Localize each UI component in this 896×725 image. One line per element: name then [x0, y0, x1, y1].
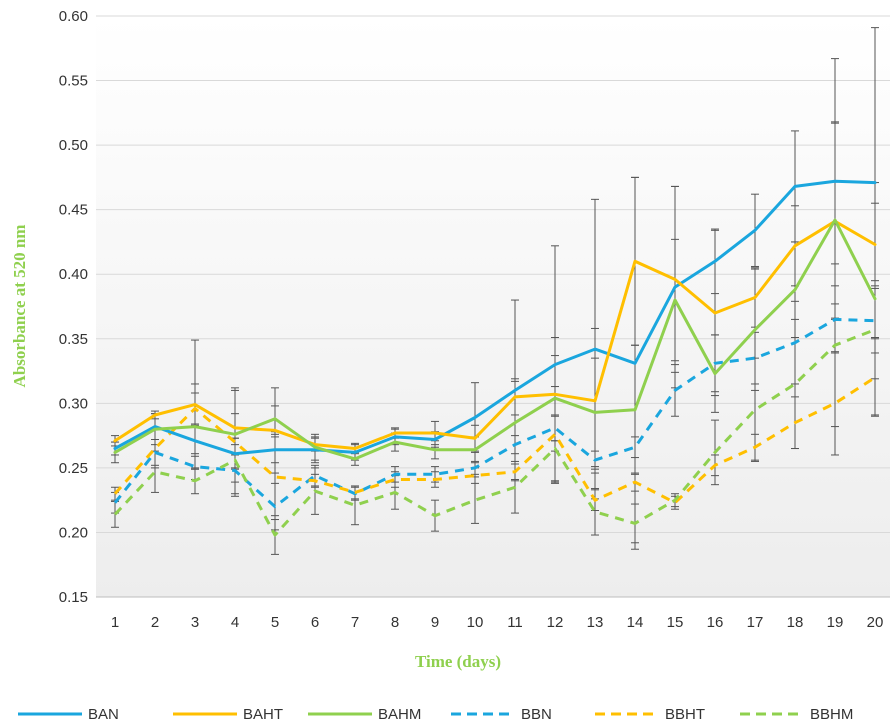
series-line-bbhm — [113, 328, 876, 537]
x-tick-label: 20 — [867, 614, 884, 631]
legend: BAN BAHT BAHM BBN BBHT BBHM — [18, 706, 853, 723]
x-tick-label: 18 — [787, 614, 804, 631]
series-line-bahm — [113, 218, 877, 461]
legend-label-bbhm: BBHM — [810, 706, 853, 723]
y-tick-label: 0.15 — [59, 589, 88, 606]
y-tick-label: 0.50 — [59, 137, 88, 154]
series-line-bbn — [113, 317, 876, 509]
x-tick-label: 16 — [707, 614, 724, 631]
x-tick-label: 7 — [351, 614, 359, 631]
series-line-bbht — [113, 376, 876, 505]
y-tick-label: 0.60 — [59, 8, 88, 25]
x-tick-label: 12 — [547, 614, 564, 631]
x-tick-label: 14 — [627, 614, 644, 631]
y-tick-label: 0.35 — [59, 331, 88, 348]
series-line-ban — [113, 179, 877, 456]
y-axis-title: Absorbance at 520 nm — [10, 225, 29, 388]
legend-label-bbht: BBHT — [665, 706, 705, 723]
series-lines — [113, 179, 877, 537]
x-tick-label: 2 — [151, 614, 159, 631]
legend-label-bbn: BBN — [521, 706, 552, 723]
legend-label-ban: BAN — [88, 706, 119, 723]
x-tick-label: 11 — [507, 614, 523, 631]
y-axis-ticks: 0.15 0.20 0.25 0.30 0.35 0.40 0.45 0.50 0.55 0.60 — [59, 8, 88, 606]
x-axis-ticks: 1 2 3 4 5 6 7 8 9 10 11 12 13 14 15 16 17 18 19 20 — [111, 614, 884, 631]
series-line-baht — [113, 219, 877, 450]
x-tick-label: 13 — [587, 614, 604, 631]
x-tick-label: 17 — [747, 614, 764, 631]
x-tick-label: 15 — [667, 614, 684, 631]
legend-label-baht: BAHT — [243, 706, 283, 723]
y-tick-label: 0.20 — [59, 524, 88, 541]
y-tick-label: 0.25 — [59, 460, 88, 477]
x-tick-label: 6 — [311, 614, 319, 631]
y-tick-label: 0.30 — [59, 395, 88, 412]
y-tick-label: 0.40 — [59, 266, 88, 283]
x-tick-label: 1 — [111, 614, 119, 631]
x-tick-label: 19 — [827, 614, 844, 631]
x-tick-label: 9 — [431, 614, 439, 631]
x-tick-label: 10 — [467, 614, 484, 631]
y-tick-label: 0.45 — [59, 202, 88, 219]
x-tick-label: 5 — [271, 614, 279, 631]
plot-area — [96, 16, 890, 597]
x-tick-label: 8 — [391, 614, 399, 631]
x-axis-title: Time (days) — [415, 652, 501, 671]
x-tick-label: 3 — [191, 614, 199, 631]
x-tick-label: 4 — [231, 614, 239, 631]
y-tick-label: 0.55 — [59, 73, 88, 90]
gridlines — [96, 15, 890, 598]
legend-label-bahm: BAHM — [378, 706, 421, 723]
